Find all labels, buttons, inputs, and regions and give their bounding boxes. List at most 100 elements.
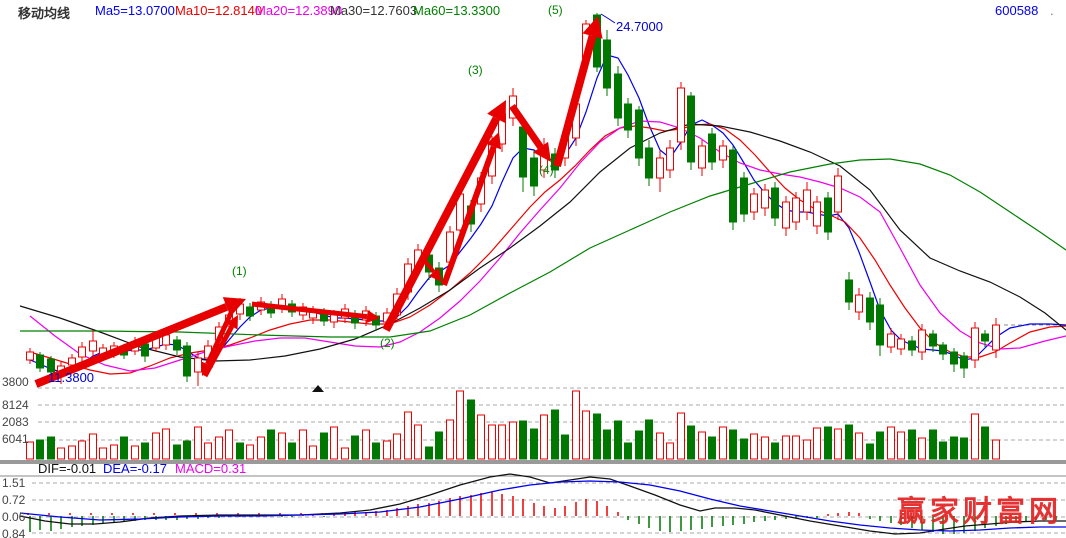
volume-bar <box>446 419 454 460</box>
candle-body <box>677 87 685 143</box>
wave-annotation-arrows <box>34 16 603 388</box>
volume-bar <box>971 413 979 460</box>
wave-label-5: (5) <box>548 3 563 17</box>
candle-body <box>666 147 674 171</box>
volume-bar <box>236 442 244 460</box>
ma30-value: Ma30=12.7603 <box>330 3 418 18</box>
ma20-value: Ma20=12.3890 <box>255 3 343 18</box>
volume-bar <box>603 429 611 460</box>
candle-body <box>960 355 968 369</box>
axis-label-3800: 3800 <box>2 375 29 389</box>
markers-layer <box>312 13 616 392</box>
wave-arrow-shaft <box>441 145 497 287</box>
ma-line-ma10 <box>29 123 1066 375</box>
candle-body <box>897 338 905 350</box>
volume-bar <box>141 442 149 460</box>
volume-bar <box>908 429 916 460</box>
wave-label-4: (4) <box>539 163 554 177</box>
volume-bar <box>813 427 821 460</box>
volume-bar <box>666 442 674 460</box>
candle-body <box>183 345 191 377</box>
candle-body <box>939 344 947 355</box>
candle-body <box>141 343 149 357</box>
wave-arrow-head <box>428 267 442 282</box>
candle-body <box>971 327 979 361</box>
volume-bar <box>488 424 496 460</box>
candle-body <box>887 333 895 348</box>
candle-body <box>918 329 926 353</box>
volume-bar <box>362 429 370 460</box>
dif-value: DIF=-0.01 <box>38 461 97 476</box>
wave-arrow-head <box>582 16 603 39</box>
volume-bar <box>215 436 223 460</box>
wave-arrow-head <box>226 315 238 330</box>
volume-bar <box>467 399 475 460</box>
candle-body <box>929 333 937 347</box>
volume-bar <box>645 419 653 460</box>
volume-bar <box>782 435 790 460</box>
dif-dea-lines <box>19 473 1066 535</box>
volume-bar <box>876 431 884 460</box>
candle-body <box>981 333 989 342</box>
volume-bar <box>845 424 853 460</box>
candle-body <box>876 304 884 346</box>
wave-arrow-shaft <box>553 35 597 168</box>
volume-bar <box>299 429 307 460</box>
volume-bar <box>656 432 664 460</box>
volume-bar <box>120 436 128 460</box>
volume-bar <box>194 426 202 460</box>
candle-body <box>624 103 632 131</box>
volume-bar <box>708 436 716 460</box>
candle-body <box>834 175 842 213</box>
candle-body <box>992 324 1000 351</box>
volume-bar <box>929 429 937 460</box>
volume-bar <box>57 447 65 460</box>
wave-arrow-shaft <box>509 103 544 150</box>
volume-bar <box>561 434 569 460</box>
volume-bar <box>204 442 212 460</box>
axis-label-8124: 8124 <box>2 398 29 412</box>
volume-bar <box>246 444 254 460</box>
volume-bar <box>78 440 86 460</box>
volume-bar <box>183 440 191 460</box>
candle-body <box>519 126 527 178</box>
volume-bar <box>435 431 443 460</box>
volume-bar <box>750 433 758 460</box>
volume-bar <box>792 435 800 460</box>
volume-bar <box>26 441 34 460</box>
wave-arrow-head <box>486 132 502 150</box>
wave-label-1: (1) <box>232 264 247 278</box>
candle-body <box>246 306 254 317</box>
wave-arrow-shaft <box>382 116 500 332</box>
volume-bar <box>824 426 832 460</box>
wave-arrow-shaft <box>251 301 368 320</box>
volume-bar <box>320 432 328 460</box>
volume-bar <box>225 429 233 460</box>
volume-bar <box>551 409 559 460</box>
candle-body <box>530 157 538 187</box>
volume-bar <box>834 428 842 460</box>
dea-value: DEA=-0.17 <box>103 461 167 476</box>
candle-body <box>908 340 916 351</box>
ma-line-ma60 <box>20 158 1066 338</box>
volume-bar <box>267 429 275 460</box>
wave-arrow-shaft <box>205 311 234 366</box>
candle-body <box>698 145 706 169</box>
volume-bar <box>960 437 968 460</box>
candle-body <box>803 189 811 213</box>
volume-bar <box>278 432 286 460</box>
volume-bar <box>393 433 401 460</box>
wave-arrow-shaft <box>419 254 436 274</box>
volume-bar <box>351 435 359 460</box>
volume-bar <box>981 426 989 460</box>
volume-bar <box>372 442 380 460</box>
volume-bar <box>152 432 160 460</box>
site-watermark: 赢家财富网 <box>896 496 1062 528</box>
volume-bar <box>887 426 895 460</box>
candle-body <box>719 145 727 161</box>
candle-body <box>78 346 86 358</box>
candle-body <box>740 177 748 215</box>
candle-body <box>68 357 76 366</box>
ma10-value: Ma10=12.8140 <box>175 3 263 18</box>
